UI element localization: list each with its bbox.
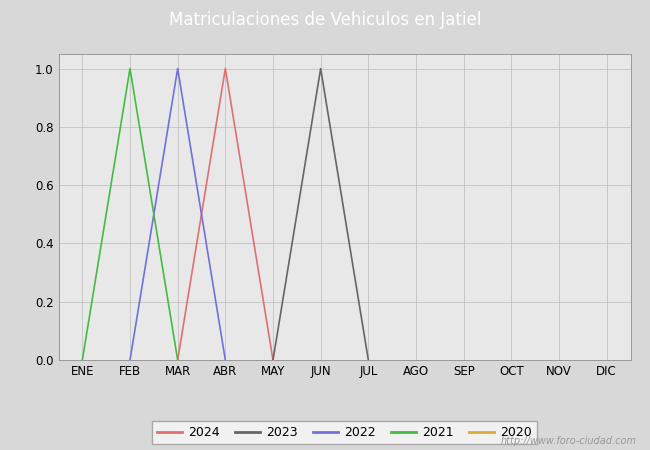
Legend: 2024, 2023, 2022, 2021, 2020: 2024, 2023, 2022, 2021, 2020 xyxy=(152,421,537,444)
Text: Matriculaciones de Vehiculos en Jatiel: Matriculaciones de Vehiculos en Jatiel xyxy=(169,11,481,29)
Text: http://www.foro-ciudad.com: http://www.foro-ciudad.com xyxy=(501,436,637,446)
